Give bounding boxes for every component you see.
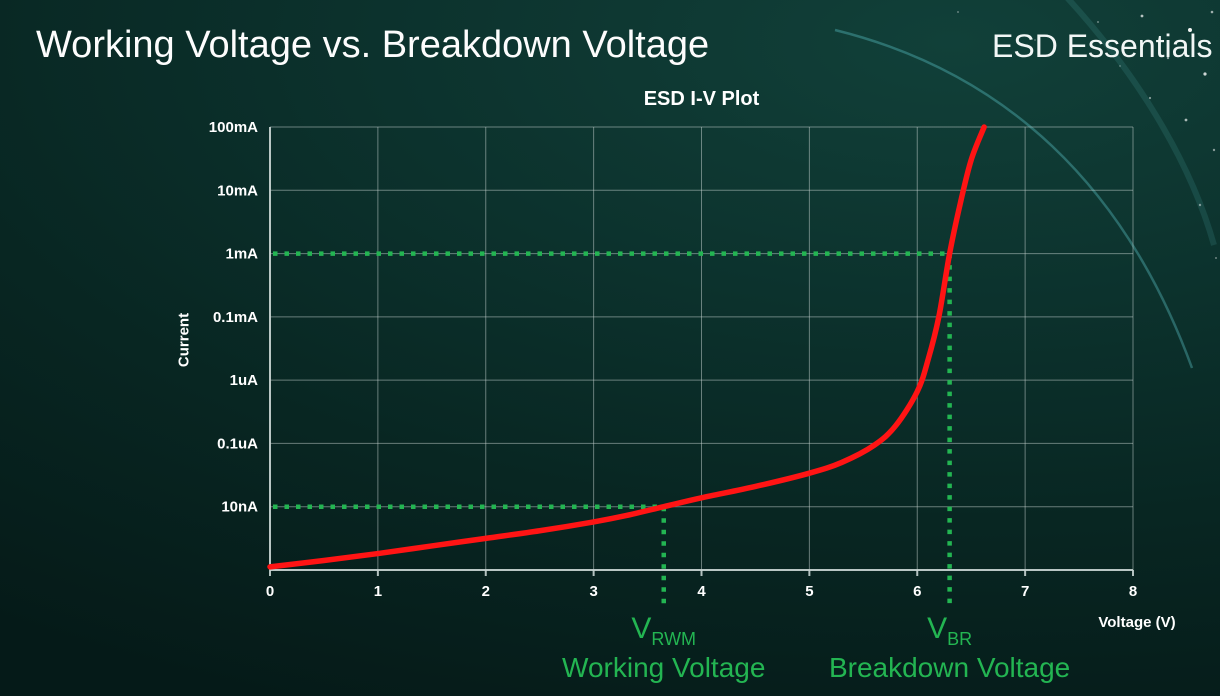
iv-curve: [267, 124, 987, 570]
x-tick-label: 5: [805, 583, 813, 600]
x-tick-label: 4: [697, 583, 706, 600]
x-tick-label: 0: [266, 583, 274, 600]
y-tick-label: 0.1uA: [217, 435, 258, 452]
y-tick-label: 1uA: [230, 372, 259, 389]
chart-title: ESD I-V Plot: [643, 88, 760, 110]
x-axis-label: Voltage (V): [1098, 614, 1176, 631]
x-tick-label: 6: [913, 583, 921, 600]
x-tick-label: 8: [1129, 583, 1137, 600]
brand-text: ESD Essentials: [992, 28, 1213, 64]
y-tick-labels: 100mA 10mA 1mA 0.1mA 1uA 0.1uA 10nA: [209, 119, 258, 516]
x-tick-label: 2: [482, 583, 490, 600]
x-tick-label: 3: [589, 583, 597, 600]
decorative-curve-faint: [1065, 0, 1217, 246]
page-title: Working Voltage vs. Breakdown Voltage: [36, 24, 710, 66]
decor-stars: [957, 10, 1217, 259]
decorative-curve: [834, 28, 1194, 369]
grid-lines: [269, 126, 1134, 571]
x-tick-labels: 0 1 2 3 4 5 6 7 8: [266, 583, 1137, 600]
axes: [269, 127, 1134, 576]
y-tick-label: 0.1mA: [213, 309, 258, 326]
y-tick-label: 10nA: [221, 499, 258, 516]
y-tick-label: 100mA: [209, 119, 258, 136]
x-tick-label: 7: [1021, 583, 1029, 600]
x-tick-label: 1: [374, 583, 382, 600]
annotation-guides: [273, 251, 952, 610]
y-tick-label: 1mA: [225, 246, 258, 263]
y-tick-label: 10mA: [217, 182, 258, 199]
